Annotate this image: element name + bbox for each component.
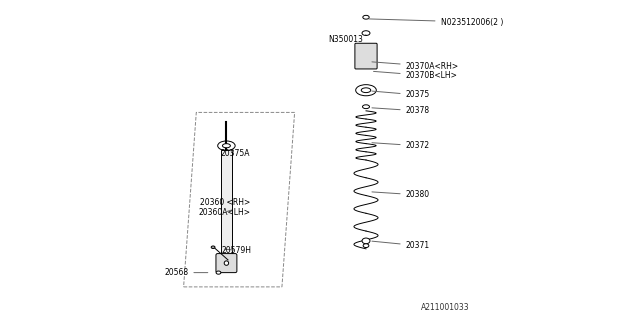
Ellipse shape bbox=[361, 88, 371, 92]
Text: 20579H: 20579H bbox=[222, 246, 252, 255]
Bar bbox=[221, 150, 232, 268]
Text: 20370B<LH>: 20370B<LH> bbox=[374, 71, 458, 80]
Text: 20380: 20380 bbox=[372, 190, 430, 199]
Ellipse shape bbox=[363, 244, 369, 248]
Text: 20372: 20372 bbox=[372, 141, 430, 150]
Ellipse shape bbox=[223, 144, 230, 148]
Text: N023512006(2 ): N023512006(2 ) bbox=[369, 18, 503, 27]
Ellipse shape bbox=[356, 85, 376, 96]
Ellipse shape bbox=[363, 15, 369, 19]
Text: 20360 <RH>: 20360 <RH> bbox=[200, 198, 250, 207]
Text: 20370A<RH>: 20370A<RH> bbox=[372, 62, 459, 71]
Ellipse shape bbox=[211, 246, 215, 249]
FancyBboxPatch shape bbox=[216, 253, 237, 273]
Ellipse shape bbox=[224, 261, 228, 265]
Text: 20568: 20568 bbox=[164, 268, 208, 277]
FancyBboxPatch shape bbox=[355, 43, 377, 69]
Text: 20375A: 20375A bbox=[221, 149, 250, 158]
Text: 20378: 20378 bbox=[372, 106, 430, 115]
Text: 20371: 20371 bbox=[372, 241, 430, 250]
Ellipse shape bbox=[216, 271, 221, 274]
Text: N350013: N350013 bbox=[328, 35, 366, 44]
Ellipse shape bbox=[362, 105, 369, 108]
Text: 20375: 20375 bbox=[372, 91, 430, 100]
Ellipse shape bbox=[362, 31, 370, 36]
Ellipse shape bbox=[362, 238, 370, 244]
Ellipse shape bbox=[218, 141, 235, 150]
Text: A211001033: A211001033 bbox=[420, 303, 469, 312]
Text: 20360A<LH>: 20360A<LH> bbox=[198, 208, 250, 217]
